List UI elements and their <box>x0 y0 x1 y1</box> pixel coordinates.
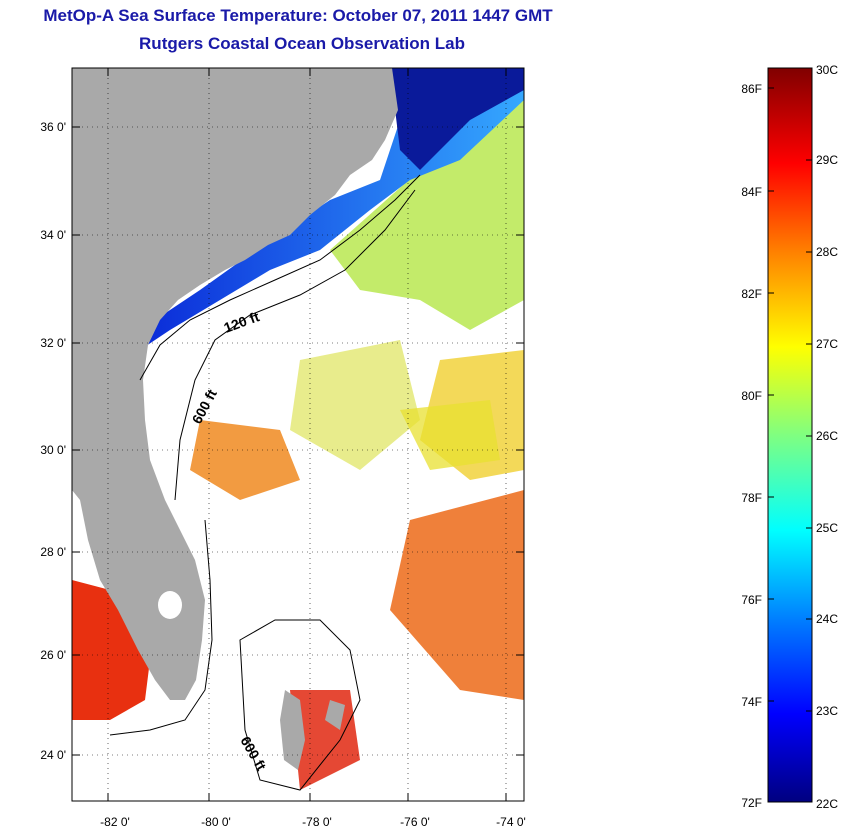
land-andros-island <box>280 690 305 770</box>
y-tick-label: 32 0' <box>40 336 66 350</box>
colorbar-f-label: 82F <box>741 287 762 301</box>
x-tick-label: -82 0' <box>100 815 130 829</box>
colorbar-c-ticks <box>806 67 812 803</box>
sst-cape-hatteras-cold <box>390 68 524 170</box>
y-tick-label: 36 0' <box>40 120 66 134</box>
colorbar-f-label: 74F <box>741 695 762 709</box>
y-tick-label: 28 0' <box>40 545 66 559</box>
land-southeast-us <box>72 68 398 700</box>
colorbar-c-label: 27C <box>816 337 838 351</box>
colorbar-c-label: 23C <box>816 704 838 718</box>
x-tick-label: -74 0' <box>496 815 526 829</box>
contour-600ft <box>174 189 416 501</box>
colorbar-f-label: 86F <box>741 82 762 96</box>
graticule <box>72 68 524 801</box>
x-tick-label: -80 0' <box>201 815 231 829</box>
y-tick-label: 26 0' <box>40 648 66 662</box>
plot-frame <box>71 67 525 802</box>
colorbar-f-label: 84F <box>741 185 762 199</box>
sst-region-gulf <box>72 580 150 720</box>
map-title: MetOp-A Sea Surface Temperature: October… <box>43 6 553 25</box>
sst-region-central <box>290 340 420 470</box>
sst-region-northeast <box>330 88 524 330</box>
contour-120ft <box>139 174 421 381</box>
colorbar-c-label: 29C <box>816 153 838 167</box>
colorbar-c-label: 30C <box>816 63 838 77</box>
colorbar-c-label: 24C <box>816 612 838 626</box>
x-tick-label: -76 0' <box>400 815 430 829</box>
colorbar-f-label: 80F <box>741 389 762 403</box>
y-tick-label: 34 0' <box>40 228 66 242</box>
colorbar-f-label: 72F <box>741 796 762 810</box>
colorbar-c-label: 25C <box>816 521 838 535</box>
colorbar-c-label: 26C <box>816 429 838 443</box>
colorbar-c-label: 28C <box>816 245 838 259</box>
contour-florida-shelf <box>109 519 213 736</box>
x-tick-label: -78 0' <box>302 815 332 829</box>
colorbar-f-label: 78F <box>741 491 762 505</box>
sst-region-gulf-south <box>72 720 110 790</box>
sst-region-southeast-orange <box>390 490 524 700</box>
lake-okeechobee <box>158 591 182 619</box>
land-bahamas-small <box>325 700 345 730</box>
sst-region-mid-orange <box>190 420 300 500</box>
map-subtitle: Rutgers Coastal Ocean Observation Lab <box>139 34 465 53</box>
colorbar-f-ticks <box>768 87 774 803</box>
tick-marks <box>72 68 524 801</box>
colorbar-c-label: 22C <box>816 797 838 811</box>
sst-region-yellow-east <box>400 400 500 470</box>
y-tick-label: 24 0' <box>40 748 66 762</box>
y-tick-label: 30 0' <box>40 443 66 457</box>
colorbar-f-label: 76F <box>741 593 762 607</box>
colorbar <box>767 67 813 803</box>
